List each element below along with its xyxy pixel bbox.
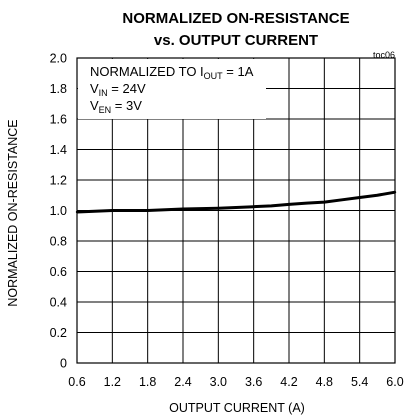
y-tick-label: 2.0 [50, 52, 67, 66]
x-tick-label: 4.2 [280, 375, 297, 389]
annotation-normalized-rest: = 1A [223, 64, 254, 79]
data-point [252, 205, 255, 208]
chart-title-line1: NORMALIZED ON-RESISTANCE [122, 10, 349, 27]
y-tick-label: 1.0 [50, 204, 67, 218]
data-point [393, 191, 397, 194]
data-point [270, 204, 273, 208]
annotation-line-ven: VEN = 3V [90, 98, 142, 115]
x-tick-label: 6.0 [386, 375, 403, 389]
annotation-normalized-sub: OUT [204, 71, 224, 81]
data-point [287, 203, 291, 206]
annotation-ven-main: V [90, 98, 99, 113]
y-tick-label: 1.4 [50, 143, 67, 157]
y-tick-label: 0.2 [50, 326, 67, 340]
data-point [128, 209, 132, 212]
annotation-vin-rest: = 24V [108, 81, 146, 96]
annotation-line-normalized: NORMALIZED TO IOUT = 1A [90, 64, 254, 81]
data-point [146, 209, 149, 212]
annotation-box [78, 59, 266, 119]
data-point [305, 201, 308, 205]
x-tick-label: 1.2 [104, 375, 121, 389]
x-tick-label: 4.8 [316, 375, 333, 389]
x-axis-ticks: 0.6 1.2 1.8 2.4 3.0 3.6 4.2 4.8 5.4 6.0 [68, 375, 403, 389]
x-tick-label: 1.8 [139, 375, 156, 389]
x-axis-label: OUTPUT CURRENT (A) [169, 401, 305, 415]
plot-frame [76, 57, 396, 364]
data-point [376, 194, 379, 197]
chart-title-line2: vs. OUTPUT CURRENT [154, 32, 318, 49]
y-axis-ticks: 0 0.2 0.4 0.6 0.8 1.0 1.2 1.4 1.6 1.8 2.0 [50, 52, 67, 371]
x-tick-label: 0.6 [68, 375, 85, 389]
data-point [181, 207, 185, 211]
y-tick-label: 0.4 [50, 296, 67, 310]
x-tick-label: 3.6 [245, 375, 262, 389]
annotation-ven-rest: = 3V [111, 98, 142, 113]
data-point [340, 198, 344, 202]
y-tick-label: 0 [60, 357, 67, 371]
y-tick-label: 1.2 [50, 174, 67, 188]
annotation-vin-main: V [90, 81, 99, 96]
series-line [76, 190, 396, 214]
data-point [164, 208, 167, 211]
annotation-line-vin: VIN = 24V [90, 81, 146, 98]
data-point [199, 207, 202, 210]
data-point [358, 196, 361, 199]
y-tick-label: 1.6 [50, 113, 67, 127]
data-point [111, 209, 114, 212]
x-tick-label: 2.4 [174, 375, 191, 389]
y-tick-label: 0.8 [50, 235, 67, 249]
annotation-normalized-main: NORMALIZED TO I [90, 64, 204, 79]
data-point [93, 210, 96, 213]
data-point [234, 206, 238, 209]
annotation-vin-sub: IN [99, 88, 108, 98]
y-axis-label: NORMALIZED ON-RESISTANCE [6, 119, 20, 306]
x-tick-label: 3.0 [210, 375, 227, 389]
x-tick-label: 5.4 [351, 375, 368, 389]
annotation-ven-sub: EN [99, 105, 112, 115]
data-point [75, 210, 79, 214]
y-tick-label: 1.8 [50, 82, 67, 96]
series-group [75, 190, 397, 214]
y-tick-label: 0.6 [50, 265, 67, 279]
figure-code: toc06 [373, 50, 395, 60]
data-point [217, 207, 220, 210]
data-point [323, 200, 326, 204]
